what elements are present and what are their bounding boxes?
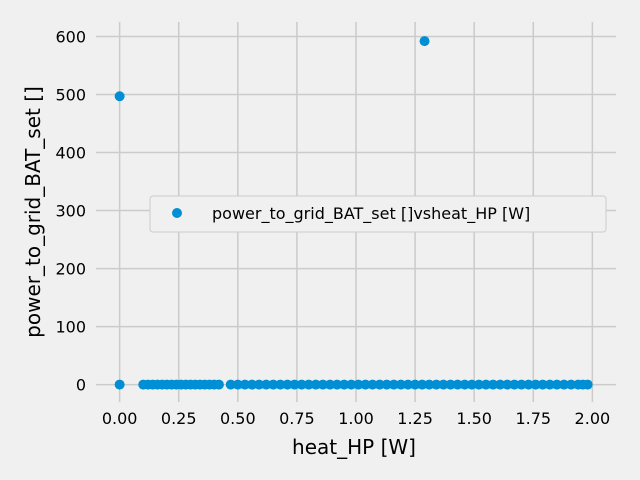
x-axis-label: heat_HP [W] xyxy=(292,435,416,459)
data-point xyxy=(403,379,413,390)
y-tick-label: 500 xyxy=(55,86,86,105)
data-point xyxy=(495,379,506,390)
data-point xyxy=(452,379,463,390)
data-point xyxy=(544,379,555,390)
data-point xyxy=(438,379,449,390)
data-points xyxy=(114,36,593,390)
data-point xyxy=(296,379,307,390)
x-tick-label: 0.00 xyxy=(102,409,138,428)
data-point xyxy=(268,379,279,390)
data-point xyxy=(566,379,577,390)
data-point xyxy=(509,379,520,390)
data-point xyxy=(431,379,442,390)
x-axis-ticks: 0.00 0.25 0.50 0.75 1.00 1.25 1.50 1.75 2.00 xyxy=(102,409,610,428)
data-point xyxy=(459,379,470,390)
data-point xyxy=(289,379,300,390)
data-point xyxy=(332,379,343,390)
data-point xyxy=(325,379,335,390)
x-tick-label: 0.25 xyxy=(161,409,197,428)
x-tick-label: 0.75 xyxy=(279,409,315,428)
data-point xyxy=(254,379,265,390)
data-point xyxy=(481,379,491,390)
y-axis-label: power_to_grid_BAT_set [] xyxy=(21,86,45,338)
x-tick-label: 1.25 xyxy=(397,409,433,428)
data-point xyxy=(537,379,548,390)
y-axis-ticks: 0 100 200 300 400 500 600 xyxy=(55,28,86,395)
data-point xyxy=(395,379,406,390)
y-tick-label: 400 xyxy=(55,144,86,163)
x-tick-label: 0.50 xyxy=(220,409,256,428)
data-point xyxy=(417,379,428,390)
data-point xyxy=(445,379,456,390)
data-point xyxy=(367,379,378,390)
data-point xyxy=(410,379,421,390)
data-point xyxy=(247,379,257,390)
legend-marker xyxy=(172,208,182,218)
data-point xyxy=(502,379,513,390)
y-tick-label: 100 xyxy=(55,318,86,337)
data-point xyxy=(310,379,321,390)
x-tick-label: 2.00 xyxy=(575,409,611,428)
data-point xyxy=(516,379,527,390)
data-point xyxy=(582,379,593,390)
data-point xyxy=(473,379,484,390)
data-point xyxy=(346,379,357,390)
data-point xyxy=(551,379,562,390)
y-tick-label: 600 xyxy=(55,28,86,47)
legend-label: power_to_grid_BAT_set []vsheat_HP [W] xyxy=(212,204,530,224)
legend-box xyxy=(149,195,607,233)
data-point xyxy=(317,379,328,390)
data-point xyxy=(303,379,314,390)
y-tick-label: 200 xyxy=(55,260,86,279)
data-point xyxy=(388,379,399,390)
y-tick-label: 0 xyxy=(76,376,86,395)
data-point xyxy=(339,379,350,390)
data-point xyxy=(523,379,534,390)
data-point xyxy=(559,379,569,390)
data-point xyxy=(466,379,477,390)
data-point xyxy=(488,379,499,390)
data-point xyxy=(239,379,250,390)
data-point xyxy=(360,379,371,390)
data-point xyxy=(261,379,272,390)
data-point xyxy=(374,379,385,390)
y-tick-label: 300 xyxy=(55,202,86,221)
data-point xyxy=(424,379,435,390)
data-point xyxy=(353,379,364,390)
data-point xyxy=(282,379,293,390)
data-point xyxy=(275,379,286,390)
x-tick-label: 1.75 xyxy=(515,409,551,428)
data-point xyxy=(419,36,430,47)
data-point xyxy=(114,379,125,390)
x-tick-label: 1.50 xyxy=(456,409,492,428)
data-point xyxy=(114,91,125,102)
data-point xyxy=(213,379,224,390)
data-point xyxy=(232,379,243,390)
data-point xyxy=(530,379,541,390)
x-tick-label: 1.00 xyxy=(338,409,374,428)
data-point xyxy=(225,379,236,390)
legend: power_to_grid_BAT_set []vsheat_HP [W] xyxy=(149,195,607,233)
data-point xyxy=(381,379,392,390)
